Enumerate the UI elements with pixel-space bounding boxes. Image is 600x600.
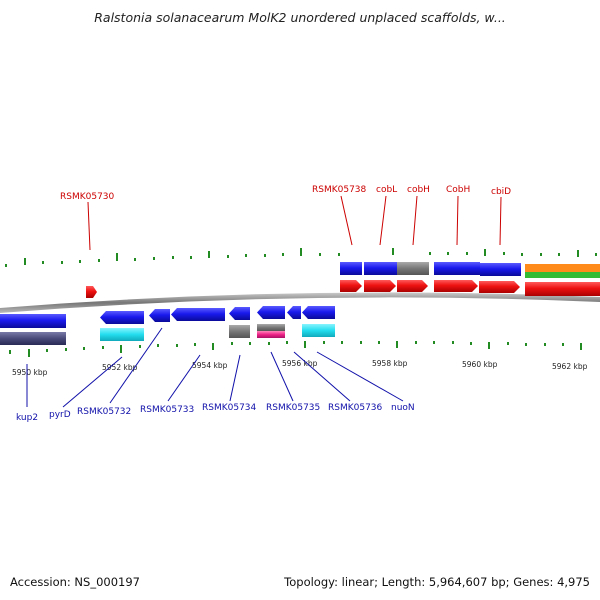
scale-labels: 5950 kbp 5952 kbp 5954 kbp 5956 kbp 5958… — [12, 359, 588, 377]
gene-nuoN[interactable] — [302, 306, 335, 319]
scale-label: 5952 kbp — [102, 363, 138, 372]
gene-kup2-track[interactable] — [0, 332, 66, 345]
gene-label[interactable]: RSMK05730 — [60, 192, 115, 202]
gene-label[interactable]: cobH — [407, 185, 430, 195]
top-leaders — [87, 195, 502, 251]
gene-RSMK05736[interactable] — [287, 306, 301, 319]
gene-track-green[interactable] — [525, 272, 600, 278]
gene-RSMK05738[interactable] — [340, 280, 362, 292]
accession-text: Accession: NS_000197 — [10, 575, 140, 589]
bottom-leaders — [26, 327, 404, 408]
gene-cobL[interactable] — [364, 280, 396, 292]
forward-genes — [86, 262, 600, 298]
chromosome-backbone — [0, 292, 600, 313]
gene-track-red[interactable] — [525, 282, 600, 296]
gene-cds-track[interactable] — [340, 262, 362, 275]
gene-cbiD[interactable] — [479, 281, 520, 293]
gene-cobH[interactable] — [397, 280, 428, 292]
gene-label[interactable]: kup2 — [16, 413, 38, 423]
topology-text: Topology: linear; Length: 5,964,607 bp; … — [284, 575, 590, 589]
gene-label[interactable]: pyrD — [49, 410, 71, 420]
gene-CobH[interactable] — [434, 280, 478, 292]
gene-RSMK05733[interactable] — [171, 308, 225, 321]
gene-label[interactable]: cbiD — [491, 187, 511, 197]
scale-label: 5950 kbp — [12, 368, 48, 377]
gene-label[interactable]: RSMK05736 — [328, 403, 383, 413]
gene-cds-track[interactable] — [364, 262, 397, 275]
bottom-ticks — [9, 341, 582, 357]
gene-pyrD-track[interactable] — [100, 328, 144, 341]
scale-label: 5956 kbp — [282, 359, 318, 368]
gene-label[interactable]: RSMK05733 — [140, 405, 194, 415]
scale-label: 5960 kbp — [462, 360, 498, 369]
gene-label[interactable]: nuoN — [391, 403, 415, 413]
reverse-genes — [0, 306, 335, 345]
scale-label: 5958 kbp — [372, 359, 408, 368]
scale-label: 5962 kbp — [552, 362, 588, 371]
gene-RSMK05734-track[interactable] — [229, 325, 250, 338]
gene-track-orange[interactable] — [525, 264, 600, 272]
gene-kup2[interactable] — [0, 314, 66, 328]
top-labels: RSMK05730 RSMK05738 cobL cobH CobH cbiD — [60, 185, 511, 202]
top-ticks — [5, 248, 597, 267]
gene-label[interactable]: CobH — [446, 185, 470, 195]
gene-label[interactable]: RSMK05738 — [312, 185, 367, 195]
gene-RSMK05730[interactable] — [86, 286, 97, 298]
scale-label: 5954 kbp — [192, 361, 228, 370]
gene-RSMK05735[interactable] — [257, 306, 285, 319]
gene-nuoN-track[interactable] — [302, 324, 335, 337]
gene-cds-track[interactable] — [434, 262, 480, 275]
gene-label[interactable]: RSMK05732 — [77, 407, 131, 417]
gene-RSMK05735-track[interactable] — [257, 324, 285, 331]
bottom-labels: kup2 pyrD RSMK05732 RSMK05733 RSMK05734 … — [16, 403, 415, 423]
gene-pyrD[interactable] — [100, 311, 144, 324]
gene-label[interactable]: cobL — [376, 185, 397, 195]
gene-RSMK05732[interactable] — [149, 309, 170, 322]
gene-cds-track[interactable] — [397, 262, 429, 275]
map-title: Ralstonia solanacearum MolK2 unordered u… — [94, 10, 506, 25]
gene-RSMK05734[interactable] — [229, 307, 250, 320]
gene-label[interactable]: RSMK05734 — [202, 403, 257, 413]
gene-RSMK05735-track-2[interactable] — [257, 331, 285, 338]
gene-cds-track[interactable] — [480, 263, 521, 276]
gene-label[interactable]: RSMK05735 — [266, 403, 320, 413]
